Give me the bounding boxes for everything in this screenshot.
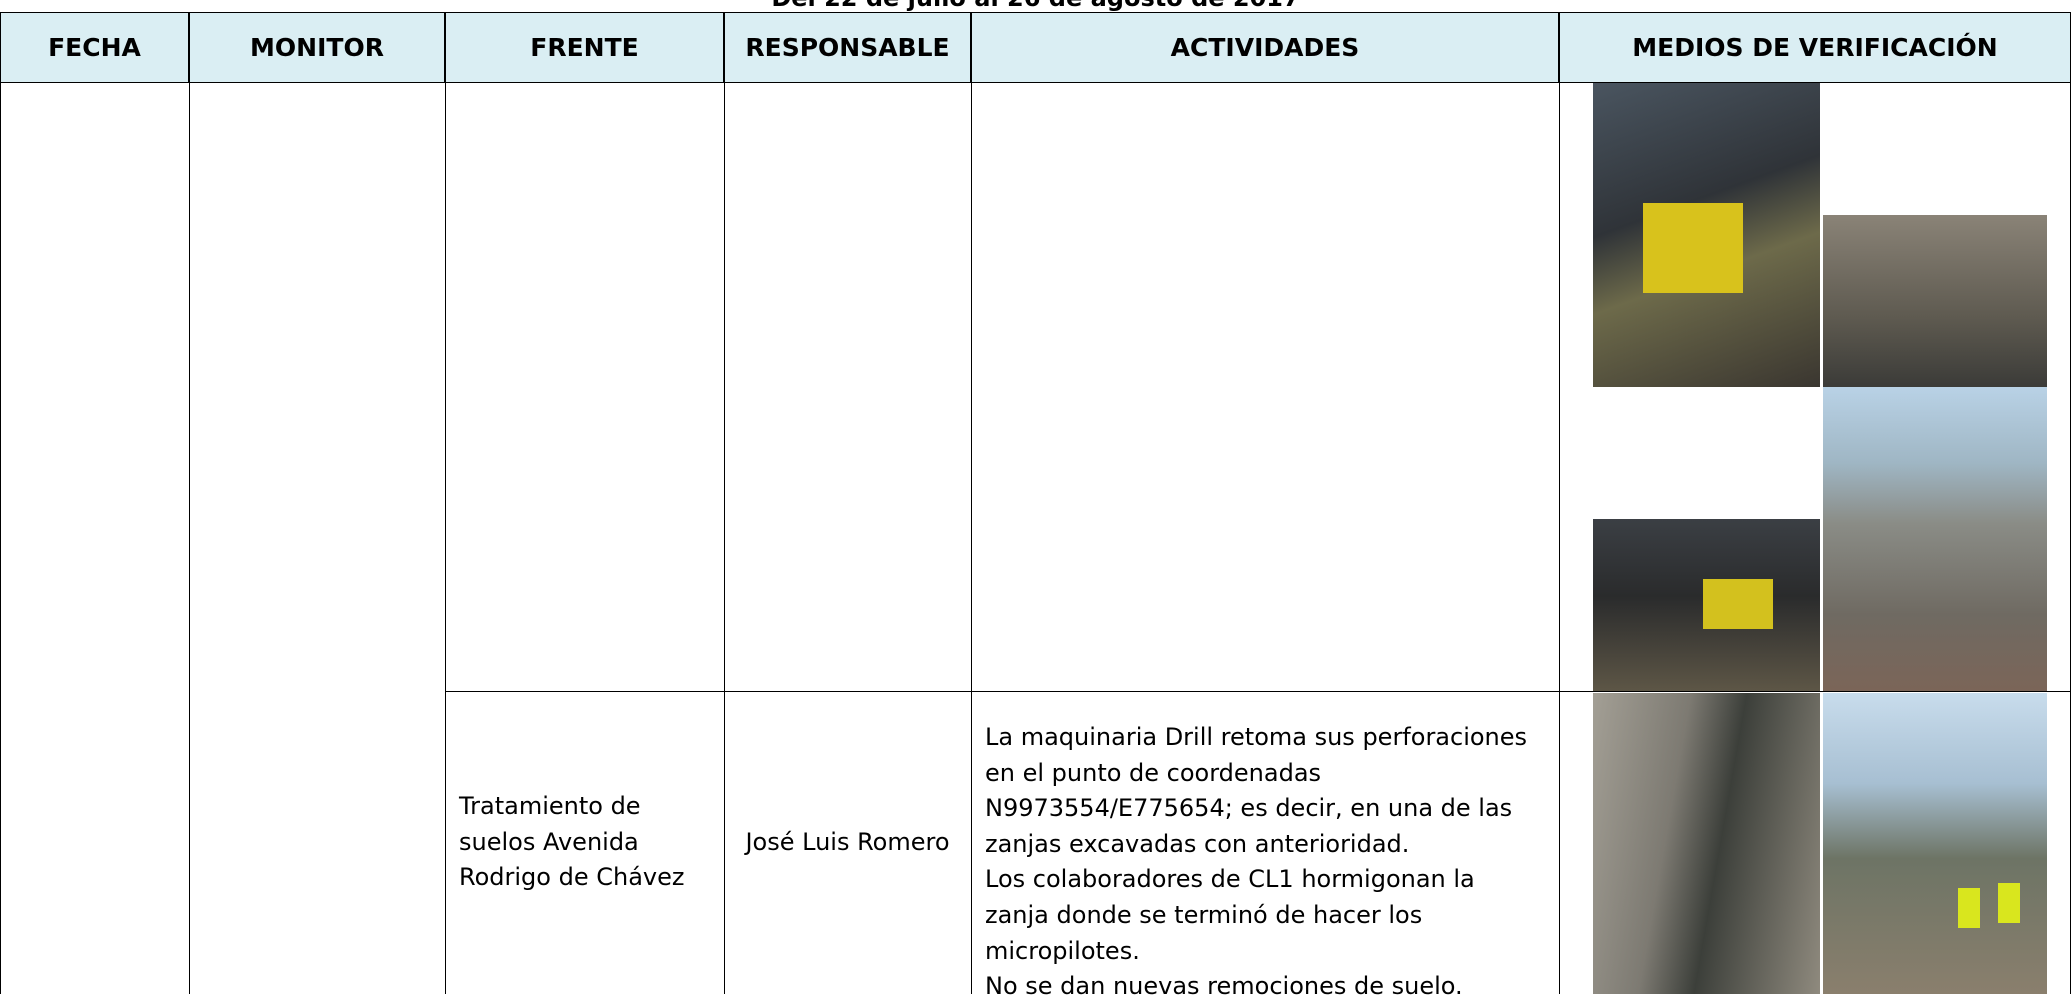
photo [1593, 519, 1820, 691]
column-header: FECHA [0, 12, 189, 83]
worker-vest [1998, 883, 2020, 923]
border [445, 12, 446, 994]
photo [1823, 215, 2047, 387]
responsable-text: José Luis Romero [745, 827, 950, 856]
photo [1593, 693, 1820, 994]
frente-text: Tratamiento de suelos Avenida Rodrigo de… [459, 792, 685, 892]
photo [1823, 693, 2047, 994]
excavator [1703, 579, 1773, 629]
responsable-cell: José Luis Romero [724, 691, 971, 994]
activity-line: No se dan nuevas remociones de suelo. [985, 972, 1463, 1001]
frente-cell: Tratamiento de suelos Avenida Rodrigo de… [459, 691, 709, 994]
excavator [1643, 203, 1743, 293]
actividades-cell: La maquinaria Drill retoma sus perforaci… [985, 720, 1545, 1005]
activity-line: Los colaboradores de CL1 hormigonan la z… [985, 865, 1475, 965]
border [189, 12, 190, 994]
column-header: RESPONSABLE [724, 12, 971, 83]
photo [1593, 83, 1820, 387]
border [0, 12, 1, 994]
activity-line: La maquinaria Drill retoma sus perforaci… [985, 723, 1528, 858]
row-border [445, 691, 2071, 692]
border [1559, 12, 1560, 994]
worker-vest [1958, 888, 1980, 928]
column-header: MONITOR [189, 12, 445, 83]
border [971, 12, 972, 994]
photo [1823, 387, 2047, 691]
page-title: Del 22 de julio al 26 de agosto de 2017 [0, 0, 2071, 12]
column-header: ACTIVIDADES [971, 12, 1559, 83]
border [724, 12, 725, 994]
column-header: MEDIOS DE VERIFICACIÓN [1559, 12, 2071, 83]
column-header: FRENTE [445, 12, 724, 83]
